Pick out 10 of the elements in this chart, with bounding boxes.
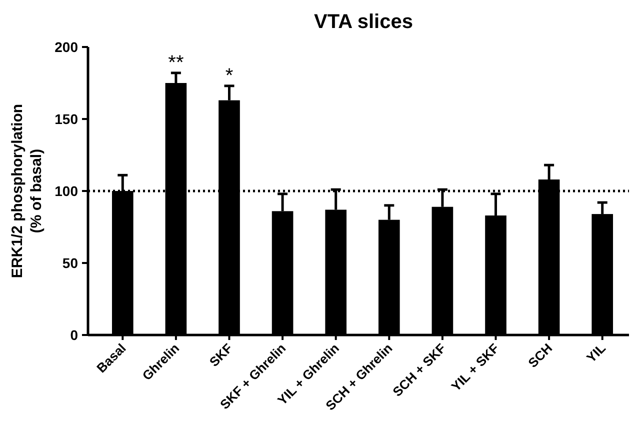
annotation: ** [168, 52, 184, 74]
x-tick-label: YIL [584, 340, 609, 366]
y-tick-label: 50 [62, 254, 78, 271]
annotation: * [225, 64, 234, 87]
y-tick-label: 0 [70, 326, 78, 343]
y-tick-label: 200 [54, 38, 78, 55]
y-axis-title: ERK1/2 phosphorylation (% of basal) [9, 104, 45, 278]
chart-title: VTA slices [314, 11, 413, 33]
y-tick-label: 100 [54, 182, 78, 199]
y-tick-label: 150 [54, 110, 78, 127]
